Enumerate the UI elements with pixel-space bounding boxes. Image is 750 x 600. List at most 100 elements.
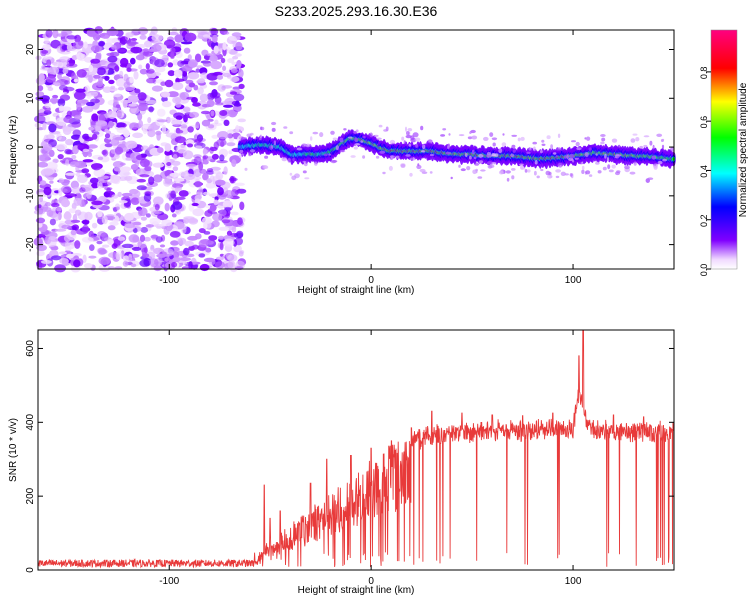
noise-blob bbox=[96, 67, 106, 76]
noise-blob bbox=[193, 156, 202, 166]
ridge-speck bbox=[566, 154, 569, 159]
ridge-speck bbox=[541, 139, 545, 143]
noise-blob bbox=[215, 256, 224, 261]
noise-blob bbox=[109, 122, 115, 127]
noise-blob bbox=[64, 245, 72, 252]
ridge-speck bbox=[301, 143, 307, 148]
noise-blob bbox=[76, 52, 85, 61]
noise-blob bbox=[35, 217, 46, 224]
noise-blob bbox=[182, 106, 191, 113]
noise-blob bbox=[139, 34, 147, 40]
ridge-speck bbox=[373, 134, 379, 137]
ridge-speck bbox=[569, 153, 575, 159]
ridge-speck bbox=[292, 157, 295, 162]
ridge-speck bbox=[606, 157, 610, 162]
noise-blob bbox=[73, 78, 79, 83]
noise-blob bbox=[144, 40, 152, 48]
noise-blob bbox=[62, 262, 70, 266]
ridge-speck bbox=[540, 150, 543, 154]
ridge-speck bbox=[260, 126, 263, 131]
noise-blob bbox=[84, 211, 93, 221]
noise-blob bbox=[194, 53, 202, 63]
noise-blob bbox=[63, 116, 74, 123]
noise-blob bbox=[104, 143, 113, 148]
noise-blob bbox=[206, 114, 211, 120]
noise-blob bbox=[110, 85, 116, 89]
noise-blob bbox=[214, 261, 225, 269]
noise-blob bbox=[134, 88, 141, 94]
noise-blob bbox=[223, 166, 228, 176]
ridge-speck bbox=[388, 165, 393, 171]
noise-blob bbox=[152, 162, 165, 168]
noise-blob bbox=[128, 253, 133, 263]
noise-blob bbox=[148, 176, 155, 185]
noise-blob bbox=[137, 112, 143, 121]
noise-blob bbox=[234, 237, 243, 246]
noise-blob bbox=[152, 210, 160, 214]
noise-blob bbox=[38, 73, 45, 82]
noise-blob bbox=[63, 234, 71, 243]
noise-blob bbox=[107, 225, 116, 231]
ridge-speck bbox=[491, 162, 497, 165]
snr-axes: -100 0 100 0 200 400 600 bbox=[25, 330, 674, 587]
ridge-speck bbox=[416, 164, 422, 170]
ridge-speck bbox=[643, 135, 650, 138]
noise-blob bbox=[231, 159, 237, 168]
noise-blob bbox=[180, 257, 191, 262]
noise-blob bbox=[37, 161, 48, 168]
noise-blob bbox=[204, 210, 213, 217]
noise-blob bbox=[97, 231, 106, 237]
noise-blob bbox=[165, 153, 170, 163]
ridge-speck bbox=[581, 165, 585, 171]
noise-blob bbox=[55, 143, 68, 151]
noise-blob bbox=[72, 40, 84, 50]
noise-blob bbox=[37, 85, 44, 92]
noise-blob bbox=[106, 28, 119, 36]
noise-blob bbox=[139, 259, 151, 267]
noise-blob bbox=[149, 217, 161, 225]
noise-blob bbox=[106, 38, 117, 44]
noise-blob bbox=[194, 181, 203, 188]
noise-blob bbox=[223, 104, 234, 108]
noise-blob bbox=[146, 68, 155, 74]
noise-blob bbox=[173, 69, 183, 78]
ridge-speck bbox=[312, 131, 319, 135]
ridge-speck bbox=[470, 129, 476, 134]
noise-blob bbox=[202, 34, 211, 38]
noise-blob bbox=[70, 229, 77, 236]
noise-blob bbox=[63, 211, 72, 221]
ridge-speck bbox=[588, 174, 593, 177]
noise-blob bbox=[225, 190, 233, 196]
x-tick-label: 100 bbox=[565, 576, 582, 587]
noise-blob bbox=[61, 31, 68, 36]
noise-blob bbox=[143, 193, 152, 202]
noise-blob bbox=[171, 213, 177, 218]
noise-blob bbox=[202, 173, 209, 181]
noise-blob bbox=[163, 178, 172, 187]
noise-blob bbox=[61, 199, 70, 208]
ridge-speck bbox=[383, 129, 388, 132]
noise-blob bbox=[151, 34, 163, 42]
noise-blob bbox=[232, 55, 239, 60]
noise-blob bbox=[115, 206, 120, 210]
ridge-speck bbox=[427, 139, 433, 144]
ridge-speck bbox=[557, 133, 561, 138]
snr-line bbox=[37, 329, 675, 569]
noise-blob bbox=[66, 110, 72, 117]
noise-blob bbox=[76, 69, 87, 78]
ridge-speck bbox=[584, 137, 587, 140]
noise-blob bbox=[175, 77, 180, 84]
noise-blob bbox=[46, 209, 54, 217]
noise-blob bbox=[157, 147, 164, 154]
ridge-speck bbox=[670, 146, 675, 152]
ridge-speck bbox=[483, 136, 489, 141]
spectrogram-x-axis-label: Height of straight line (km) bbox=[298, 285, 415, 296]
noise-blob bbox=[172, 166, 179, 172]
noise-blob bbox=[195, 121, 200, 129]
ridge-speck bbox=[489, 132, 494, 138]
ridge-speck bbox=[382, 171, 386, 175]
noise-blob bbox=[91, 222, 98, 229]
noise-blob bbox=[150, 234, 159, 239]
noise-blob bbox=[42, 55, 53, 60]
ridge-speck bbox=[633, 161, 637, 166]
